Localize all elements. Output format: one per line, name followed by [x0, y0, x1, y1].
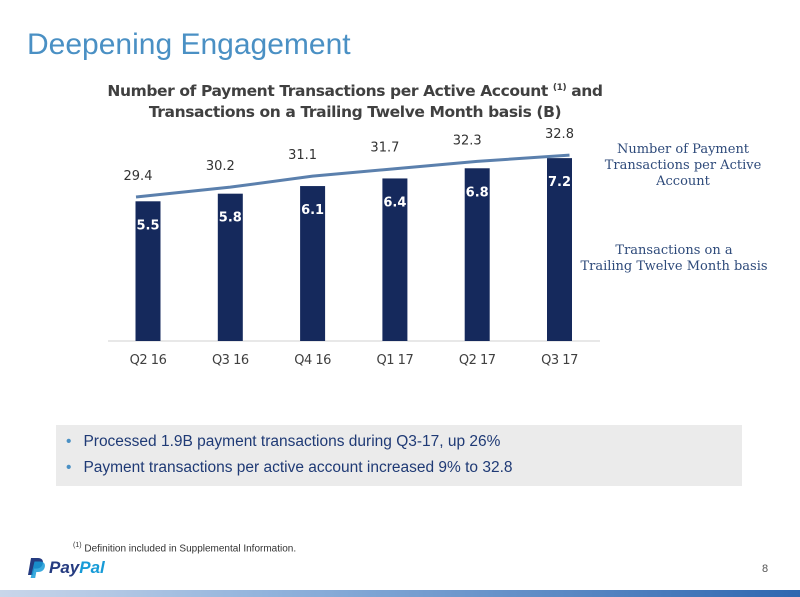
logo-text-pay: Pay [49, 558, 80, 577]
bar-data-label: 6.8 [466, 185, 489, 200]
bar [217, 193, 243, 341]
paypal-logo: PayPal [26, 556, 105, 580]
bar [464, 168, 490, 341]
highlight-text: Payment transactions per active account … [83, 459, 513, 476]
combo-chart: 5.5 Q2 16 5.8 Q3 16 6.1 Q4 16 6.4 Q1 17 6.8 Q2 17… [108, 127, 600, 368]
line-data-label: 31.1 [288, 148, 317, 163]
paypal-p-icon [28, 558, 45, 578]
slide-title: Deepening Engagement [27, 28, 351, 61]
line-data-label: 31.7 [370, 141, 399, 156]
legend-line-label-1: Number of Payment [616, 142, 750, 157]
bar [547, 158, 572, 341]
page-number: 8 [762, 563, 769, 575]
bar [382, 178, 408, 341]
x-tick-label: Q3 17 [541, 353, 578, 368]
line-data-label: 32.8 [545, 127, 574, 142]
x-tick-label: Q1 17 [377, 353, 414, 368]
bar-data-label: 5.5 [136, 218, 159, 233]
footer-accent-bar [0, 590, 800, 597]
chart-title-line2: Transactions on a Trailing Twelve Month … [148, 103, 562, 122]
legend-bar-label-1: Transactions on a [615, 243, 733, 258]
footnote: (1) Definition included in Supplemental … [73, 542, 296, 554]
highlight-text: Processed 1.9B payment transactions duri… [83, 433, 501, 450]
x-tick-label: Q2 16 [130, 353, 167, 368]
line-data-label: 32.3 [453, 133, 482, 148]
line-data-label: 30.2 [206, 159, 235, 174]
logo-text-pal: Pal [79, 558, 105, 577]
chart-title-line1-end: and [571, 82, 603, 101]
bar-data-label: 7.2 [548, 175, 571, 190]
x-tick-label: Q3 16 [212, 353, 249, 368]
legend-bar-label-2: Trailing Twelve Month basis [580, 259, 768, 274]
legend-line-label-2: Transactions per Active Account [604, 158, 762, 189]
line-series [135, 153, 570, 199]
x-tick-label: Q4 16 [294, 353, 331, 368]
x-tick-label: Q2 17 [459, 353, 496, 368]
bar [135, 201, 161, 341]
footnote-text: Definition included in Supplemental Info… [84, 543, 297, 555]
bar-data-label: 6.1 [301, 203, 324, 218]
chart-title: Number of Payment Transactions per Activ… [100, 78, 610, 123]
bullet-icon: • [66, 459, 72, 476]
bullet-icon: • [66, 433, 72, 450]
bar-data-label: 5.8 [219, 211, 242, 226]
legend-line-series: Number of Payment Transactions per Activ… [578, 142, 788, 190]
highlight-item: • Payment transactions per active account… [66, 459, 513, 477]
paypal-wordmark: PayPal [49, 558, 105, 578]
bar [300, 186, 326, 341]
legend-bar-series: Transactions on a Trailing Twelve Month … [572, 243, 776, 275]
footnote-marker: (1) [73, 542, 82, 549]
highlights-box: • Processed 1.9B payment transactions dur… [56, 425, 742, 486]
bar-data-label: 6.4 [383, 195, 406, 210]
highlight-item: • Processed 1.9B payment transactions dur… [66, 433, 500, 451]
line-data-label: 29.4 [124, 169, 153, 184]
chart-title-line1: Number of Payment Transactions per Activ… [107, 82, 548, 101]
chart-title-footnote-marker: (1) [552, 83, 567, 93]
